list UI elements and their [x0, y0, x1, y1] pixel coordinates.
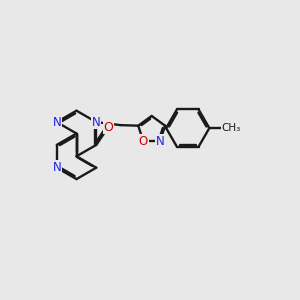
Text: N: N: [52, 161, 61, 174]
Text: O: O: [103, 121, 113, 134]
Text: N: N: [156, 135, 164, 148]
Text: N: N: [92, 116, 100, 129]
Text: N: N: [52, 116, 61, 129]
Text: CH₃: CH₃: [221, 123, 241, 133]
Text: O: O: [139, 135, 148, 148]
